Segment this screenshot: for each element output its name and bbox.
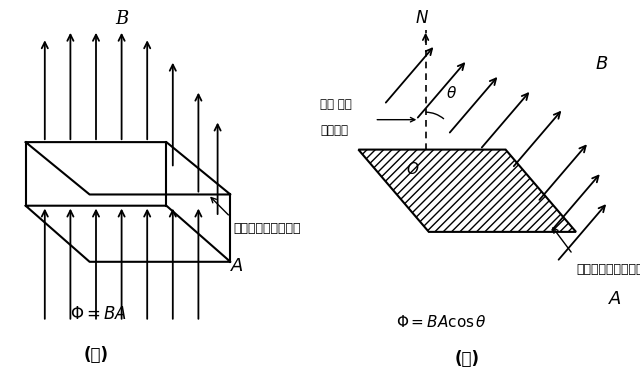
Text: $\Phi = BA\cos\theta$: $\Phi = BA\cos\theta$ — [396, 314, 487, 329]
Text: $N$: $N$ — [415, 10, 429, 27]
Text: $\Phi = BA$: $\Phi = BA$ — [70, 306, 127, 323]
Text: क्षेत्रफल: क्षेत्रफल — [576, 263, 640, 276]
Text: $A$: $A$ — [608, 290, 622, 308]
Text: $\theta$: $\theta$ — [445, 86, 457, 101]
Text: तल पर: तल पर — [320, 98, 352, 111]
Text: $B$: $B$ — [595, 55, 608, 73]
Text: B: B — [115, 10, 128, 28]
Text: क्षेत्रफल: क्षेत्रफल — [234, 222, 301, 234]
Text: $O$: $O$ — [406, 161, 419, 177]
Text: $A$: $A$ — [230, 257, 244, 275]
Text: (अ): (अ) — [83, 346, 109, 364]
Text: लम्ब: लम्ब — [320, 125, 348, 137]
Text: (ब): (ब) — [454, 350, 480, 368]
